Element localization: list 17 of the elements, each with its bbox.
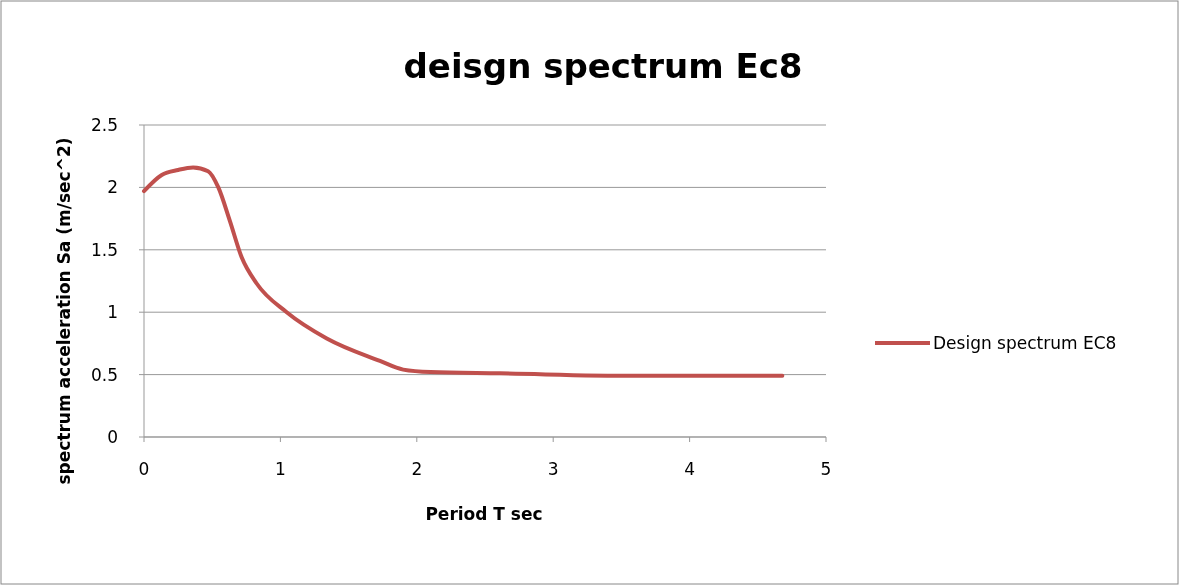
x-tick-label: 4 (684, 459, 696, 479)
legend-label: Design spectrum EC8 (933, 332, 1117, 353)
y-tick-label: 2.5 (90, 114, 118, 135)
x-tick-label: 5 (820, 459, 832, 479)
chart-title: deisgn spectrum Ec8 (403, 46, 803, 86)
x-tick-label: 3 (547, 459, 559, 479)
x-tick-label: 1 (274, 459, 286, 479)
x-tick-label: 2 (411, 459, 423, 479)
y-tick-label: 0.5 (90, 364, 118, 385)
line-series (142, 165, 785, 378)
x-tick-label: 0 (138, 459, 150, 479)
y-tick-label: 0 (107, 426, 118, 447)
y-tick-label: 1 (107, 302, 118, 323)
y-tick-label: 2 (107, 177, 118, 198)
y-axis-title: spectrum acceleration Sa (m/sec^2) (54, 137, 74, 485)
x-axis-title: Period T sec (425, 504, 543, 524)
y-tick-label: 1.5 (90, 239, 118, 260)
